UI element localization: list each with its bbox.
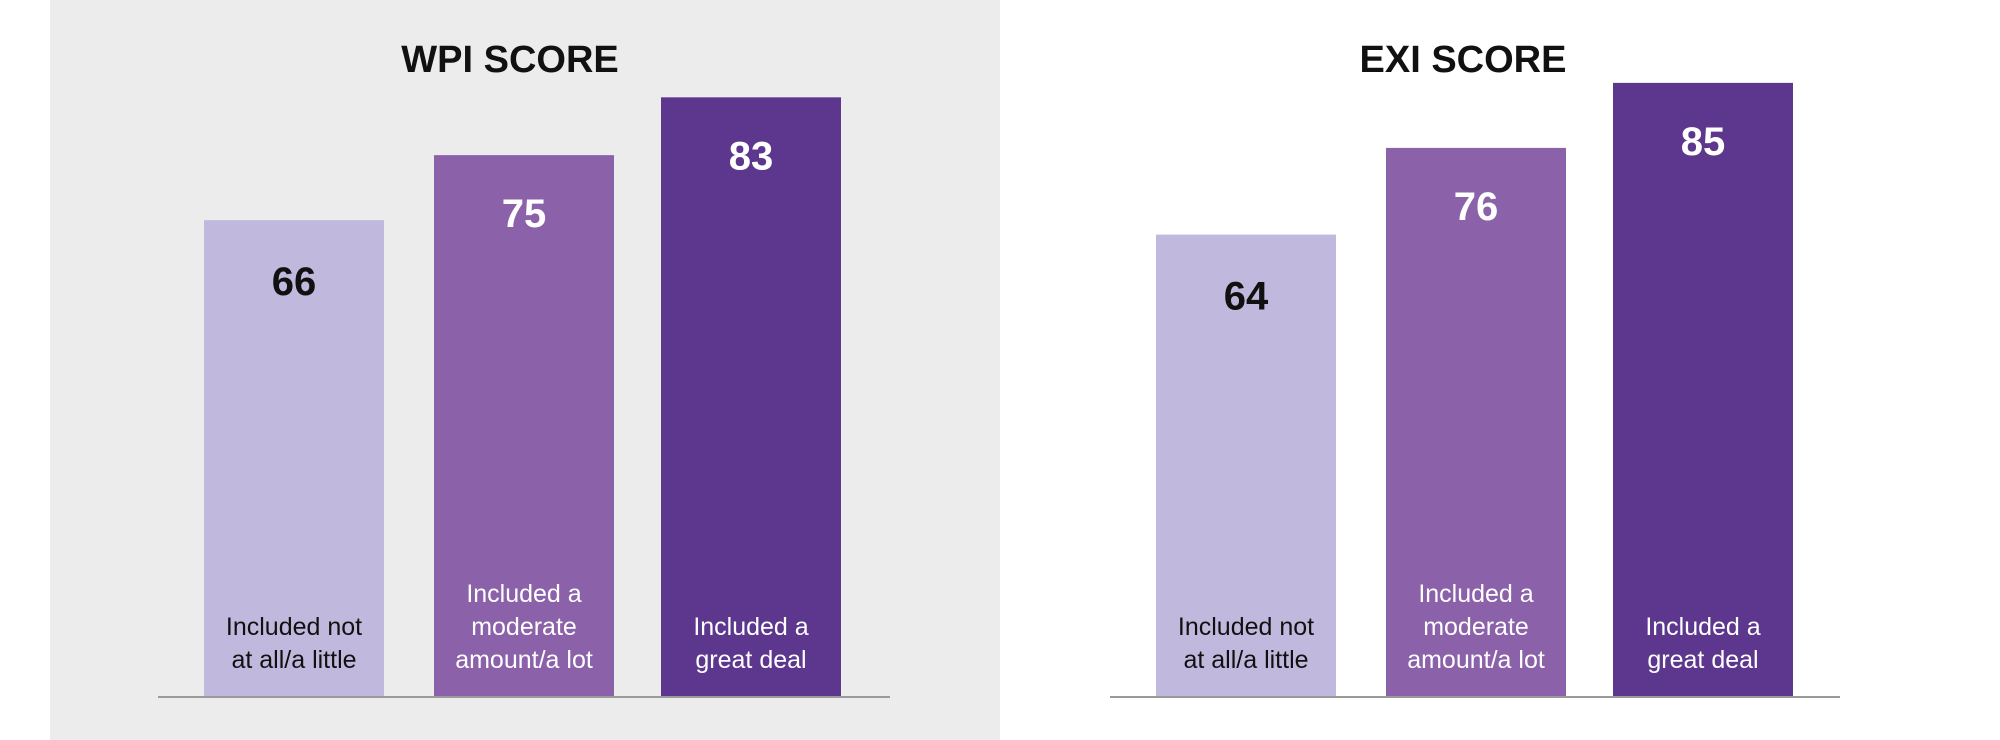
wpi-category-label-1: Included not	[226, 613, 362, 641]
wpi-category-label-3: great deal	[695, 646, 806, 674]
exi-category-label-2: Included a	[1418, 580, 1533, 608]
exi-category-label-1: at all/a little	[1183, 646, 1308, 674]
wpi-bar-1	[204, 220, 384, 697]
wpi-category-label-2: amount/a lot	[455, 646, 593, 674]
exi-value-label-3: 85	[1681, 120, 1726, 164]
wpi-value-label-2: 75	[502, 192, 547, 236]
wpi-category-label-1: at all/a little	[231, 646, 356, 674]
wpi-value-label-3: 83	[729, 134, 774, 178]
exi-category-label-1: Included not	[1178, 613, 1314, 641]
exi-category-label-3: Included a	[1645, 613, 1760, 641]
exi-category-label-3: great deal	[1647, 646, 1758, 674]
exi-bar-2	[1386, 147, 1566, 697]
exi-category-label-2: moderate	[1423, 613, 1529, 641]
exi-bar-1	[1156, 234, 1336, 697]
exi-bar-3	[1613, 82, 1793, 697]
exi-category-label-2: amount/a lot	[1407, 646, 1545, 674]
wpi-category-label-2: Included a	[466, 580, 581, 608]
exi-chart-title: EXI SCORE	[1360, 39, 1567, 81]
wpi-bar-2	[434, 155, 614, 697]
wpi-category-label-3: Included a	[693, 613, 808, 641]
wpi-chart-title: WPI SCORE	[401, 39, 618, 81]
wpi-value-label-1: 66	[272, 260, 317, 304]
exi-value-label-2: 76	[1454, 185, 1499, 229]
wpi-category-label-2: moderate	[471, 613, 577, 641]
exi-value-label-1: 64	[1224, 275, 1269, 319]
wpi-bar-3	[661, 97, 841, 697]
